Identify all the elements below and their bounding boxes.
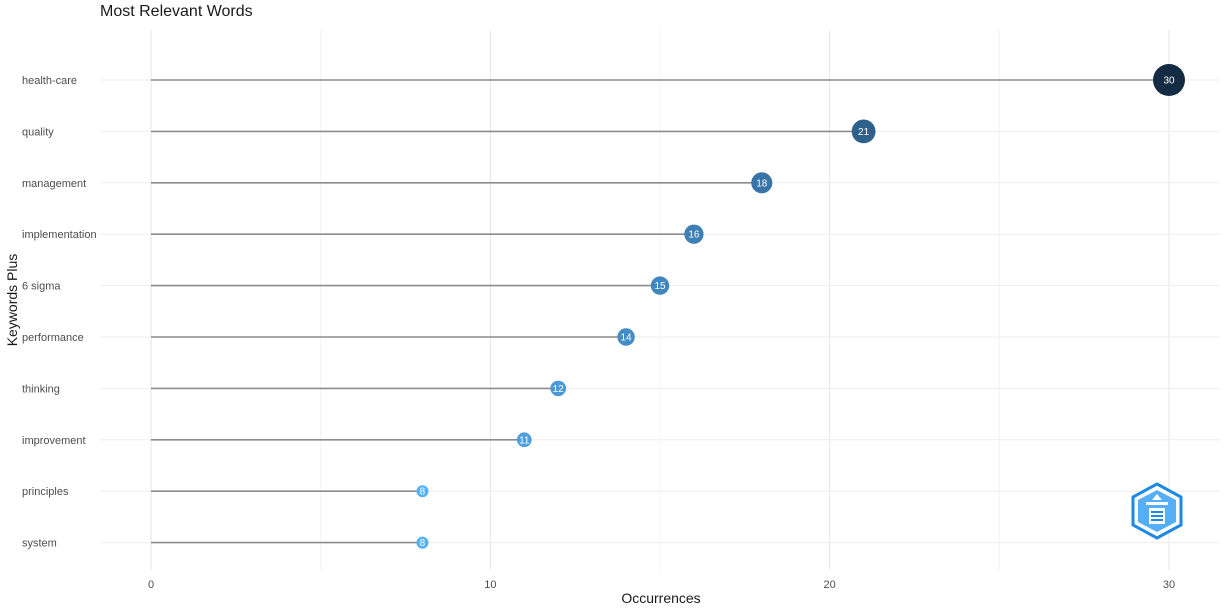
y-tick-label: implementation [22, 229, 97, 241]
data-label: 11 [519, 435, 530, 446]
y-tick-label: thinking [22, 383, 60, 395]
data-label: 8 [420, 487, 426, 498]
dot-principles [416, 485, 429, 498]
y-tick-label: performance [22, 332, 84, 344]
dot-system [416, 536, 429, 549]
lollipop-stems [151, 79, 1169, 544]
data-label: 16 [688, 230, 700, 241]
chart-title: Most Relevant Words [100, 3, 253, 20]
x-tick-label: 10 [484, 579, 496, 591]
data-label: 18 [756, 178, 768, 189]
x-tick-labels: 0 10 20 30 [148, 579, 1175, 591]
y-tick-label: health-care [22, 75, 77, 87]
data-label: 12 [553, 384, 565, 395]
y-axis-title: Keywords Plus [4, 254, 20, 347]
data-label: 15 [654, 281, 666, 292]
y-tick-labels: health-care quality management implementati… [22, 75, 97, 550]
dot-improvement [516, 432, 532, 448]
y-tick-label: system [22, 538, 57, 550]
x-tick-label: 0 [148, 579, 154, 591]
data-label: 21 [858, 127, 870, 138]
lollipop-dots: 30 21 18 16 15 14 12 11 8 8 [416, 64, 1185, 549]
y-tick-label: principles [22, 486, 69, 498]
x-tick-label: 20 [824, 579, 836, 591]
data-label: 8 [420, 538, 426, 549]
dot-6-sigma [650, 276, 670, 295]
dot-performance [617, 328, 635, 346]
y-tick-label: 6 sigma [22, 281, 61, 293]
x-tick-label: 30 [1163, 579, 1175, 591]
grid-lines [100, 30, 1220, 570]
data-label: 14 [621, 333, 633, 344]
dot-quality [851, 119, 876, 144]
data-label: 30 [1163, 76, 1175, 87]
dot-thinking [550, 380, 567, 397]
x-axis-title: Occurrences [621, 590, 700, 606]
dot-health-care [1153, 64, 1185, 96]
dot-management [751, 172, 773, 194]
dot-implementation [684, 224, 704, 244]
bibliometrix-logo-icon [1131, 482, 1183, 540]
y-tick-label: improvement [22, 435, 86, 447]
y-tick-label: quality [22, 126, 54, 138]
y-tick-label: management [22, 178, 86, 190]
